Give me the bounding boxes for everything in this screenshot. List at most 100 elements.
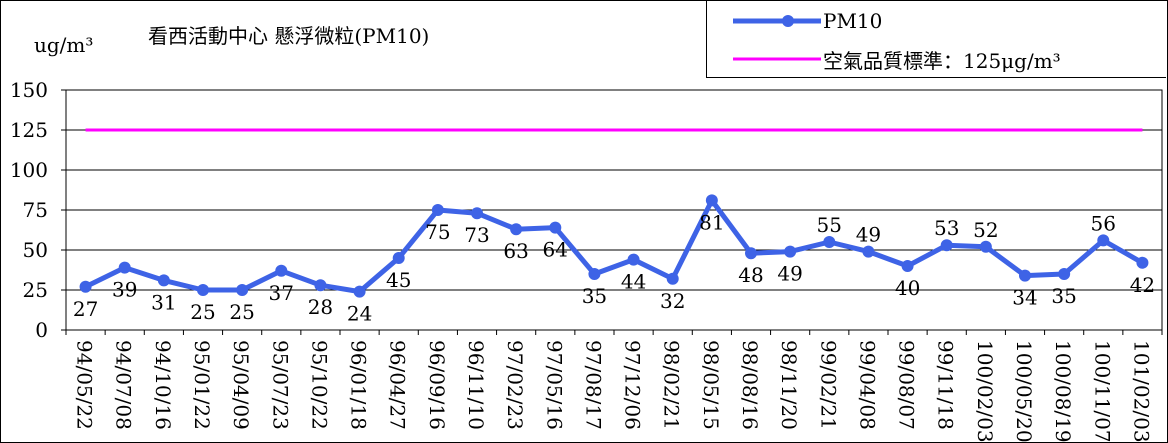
- pm10-data-point: [1019, 269, 1031, 282]
- pm10-data-point: [588, 268, 601, 280]
- x-tick-label: 96/09/16: [425, 340, 449, 430]
- pm10-data-point: [1136, 256, 1149, 269]
- x-tick-label: 100/08/19: [1051, 340, 1075, 443]
- x-tick-label: 97/05/16: [542, 340, 566, 430]
- pm10-data-label: 25: [190, 300, 215, 324]
- x-tick-label: 95/10/22: [307, 340, 331, 430]
- pm10-data-point: [940, 239, 953, 252]
- pm10-data-point: [705, 194, 718, 207]
- pm10-data-label: 48: [738, 263, 763, 287]
- x-tick-label: 100/11/07: [1090, 340, 1114, 443]
- pm10-data-label: 39: [112, 278, 137, 302]
- x-tick-label: 100/02/03: [973, 340, 997, 443]
- legend: PM10 空氣品質標準：125μg/m³: [706, 0, 1166, 78]
- pm10-data-label: 32: [660, 289, 685, 313]
- pm10-data-point: [353, 285, 366, 298]
- pm10-data-point: [236, 284, 249, 296]
- pm10-data-point: [862, 245, 875, 258]
- pm10-data-label: 28: [308, 295, 333, 319]
- pm10-data-point: [823, 236, 836, 248]
- pm10-data-label: 34: [1012, 286, 1037, 310]
- pm10-data-label: 49: [856, 223, 881, 247]
- pm10-data-label: 49: [777, 262, 802, 286]
- x-tick-label: 94/05/22: [73, 340, 97, 430]
- x-tick-label: 99/08/07: [895, 340, 919, 430]
- x-tick-label: 96/04/27: [386, 340, 410, 430]
- pm10-data-label: 37: [269, 281, 294, 305]
- y-tick-label: 150: [10, 78, 48, 102]
- legend-item-standard: 空氣品質標準：125μg/m³: [731, 44, 1061, 74]
- pm10-data-point: [784, 245, 797, 258]
- pm10-data-point: [157, 274, 170, 287]
- x-tick-label: 94/07/08: [112, 340, 136, 430]
- pm10-data-point: [431, 204, 444, 216]
- pm10-data-label: 31: [151, 290, 176, 314]
- x-tick-label: 97/12/06: [621, 340, 645, 430]
- pm10-data-label: 55: [817, 213, 842, 237]
- y-axis-unit-label: ug/m³: [34, 33, 94, 57]
- x-tick-label: 95/01/22: [190, 340, 214, 430]
- pm10-data-label: 53: [934, 216, 959, 240]
- y-tick-label: 100: [10, 158, 48, 182]
- pm10-data-point: [275, 264, 288, 277]
- pm10-data-point: [510, 223, 523, 236]
- y-tick-label: 75: [23, 198, 48, 222]
- pm10-data-point: [197, 284, 209, 296]
- pm10-data-point: [627, 253, 640, 266]
- x-tick-label: 94/10/16: [151, 340, 175, 430]
- legend-label-pm10: PM10: [823, 9, 883, 33]
- x-tick-label: 98/11/20: [777, 340, 801, 430]
- pm10-data-point: [745, 247, 757, 260]
- pm10-data-point: [471, 207, 483, 220]
- x-tick-label: 95/07/23: [268, 340, 292, 430]
- y-tick-label: 125: [10, 118, 48, 142]
- y-tick-label: 50: [23, 238, 48, 262]
- x-tick-label: 96/11/10: [464, 340, 488, 430]
- x-tick-label: 99/02/21: [816, 340, 840, 430]
- pm10-series-line: [84, 197, 1144, 295]
- pm10-data-point: [392, 252, 405, 264]
- pm10-data-point: [118, 261, 131, 274]
- x-tick-label: 96/01/18: [347, 340, 371, 430]
- x-tick-label: 97/02/23: [503, 340, 527, 430]
- pm10-data-label: 52: [973, 218, 998, 242]
- x-tick-label: 101/02/03: [1129, 340, 1153, 443]
- pm10-data-point: [1058, 268, 1071, 280]
- pm10-data-label: 44: [621, 270, 646, 294]
- pm10-data-label: 42: [1130, 273, 1155, 297]
- pm10-data-label: 73: [464, 223, 489, 247]
- pm10-data-label: 64: [543, 238, 568, 262]
- pm10-data-label: 35: [582, 284, 607, 308]
- pm10-data-point: [79, 280, 92, 293]
- x-tick-label: 99/04/08: [855, 340, 879, 430]
- x-tick-label: 98/05/15: [699, 340, 723, 430]
- pm10-data-label: 40: [895, 276, 920, 300]
- x-tick-label: 100/05/20: [1012, 340, 1036, 443]
- y-tick-label: 25: [23, 278, 48, 302]
- x-tick-label: 97/08/17: [581, 340, 605, 430]
- pm10-data-label: 27: [73, 297, 98, 321]
- pm10-data-point: [901, 260, 914, 272]
- pm10-data-point: [549, 221, 562, 234]
- legend-label-standard: 空氣品質標準：125μg/m³: [823, 48, 1061, 73]
- legend-swatch-pm10: [731, 9, 823, 33]
- x-tick-label: 95/04/09: [229, 340, 253, 430]
- legend-swatch-standard: [731, 47, 823, 71]
- pm10-data-point: [979, 240, 992, 253]
- pm10-data-label: 75: [425, 220, 450, 244]
- pm10-data-point: [666, 272, 679, 285]
- x-tick-label: 98/02/21: [660, 340, 684, 430]
- x-tick-label: 98/08/16: [738, 340, 762, 430]
- pm10-data-label: 45: [386, 268, 411, 292]
- legend-item-pm10: PM10: [731, 6, 882, 36]
- pm10-data-label: 35: [1051, 284, 1076, 308]
- pm10-data-point: [1097, 234, 1110, 247]
- pm10-data-label: 56: [1091, 211, 1116, 235]
- pm10-data-point: [314, 279, 327, 292]
- pm10-data-label: 63: [503, 239, 528, 263]
- pm10-data-label: 25: [229, 300, 254, 324]
- pm10-data-label: 24: [347, 302, 372, 326]
- chart-title: 看西活動中心 懸浮微粒(PM10): [148, 24, 430, 48]
- x-tick-label: 99/11/18: [934, 340, 958, 430]
